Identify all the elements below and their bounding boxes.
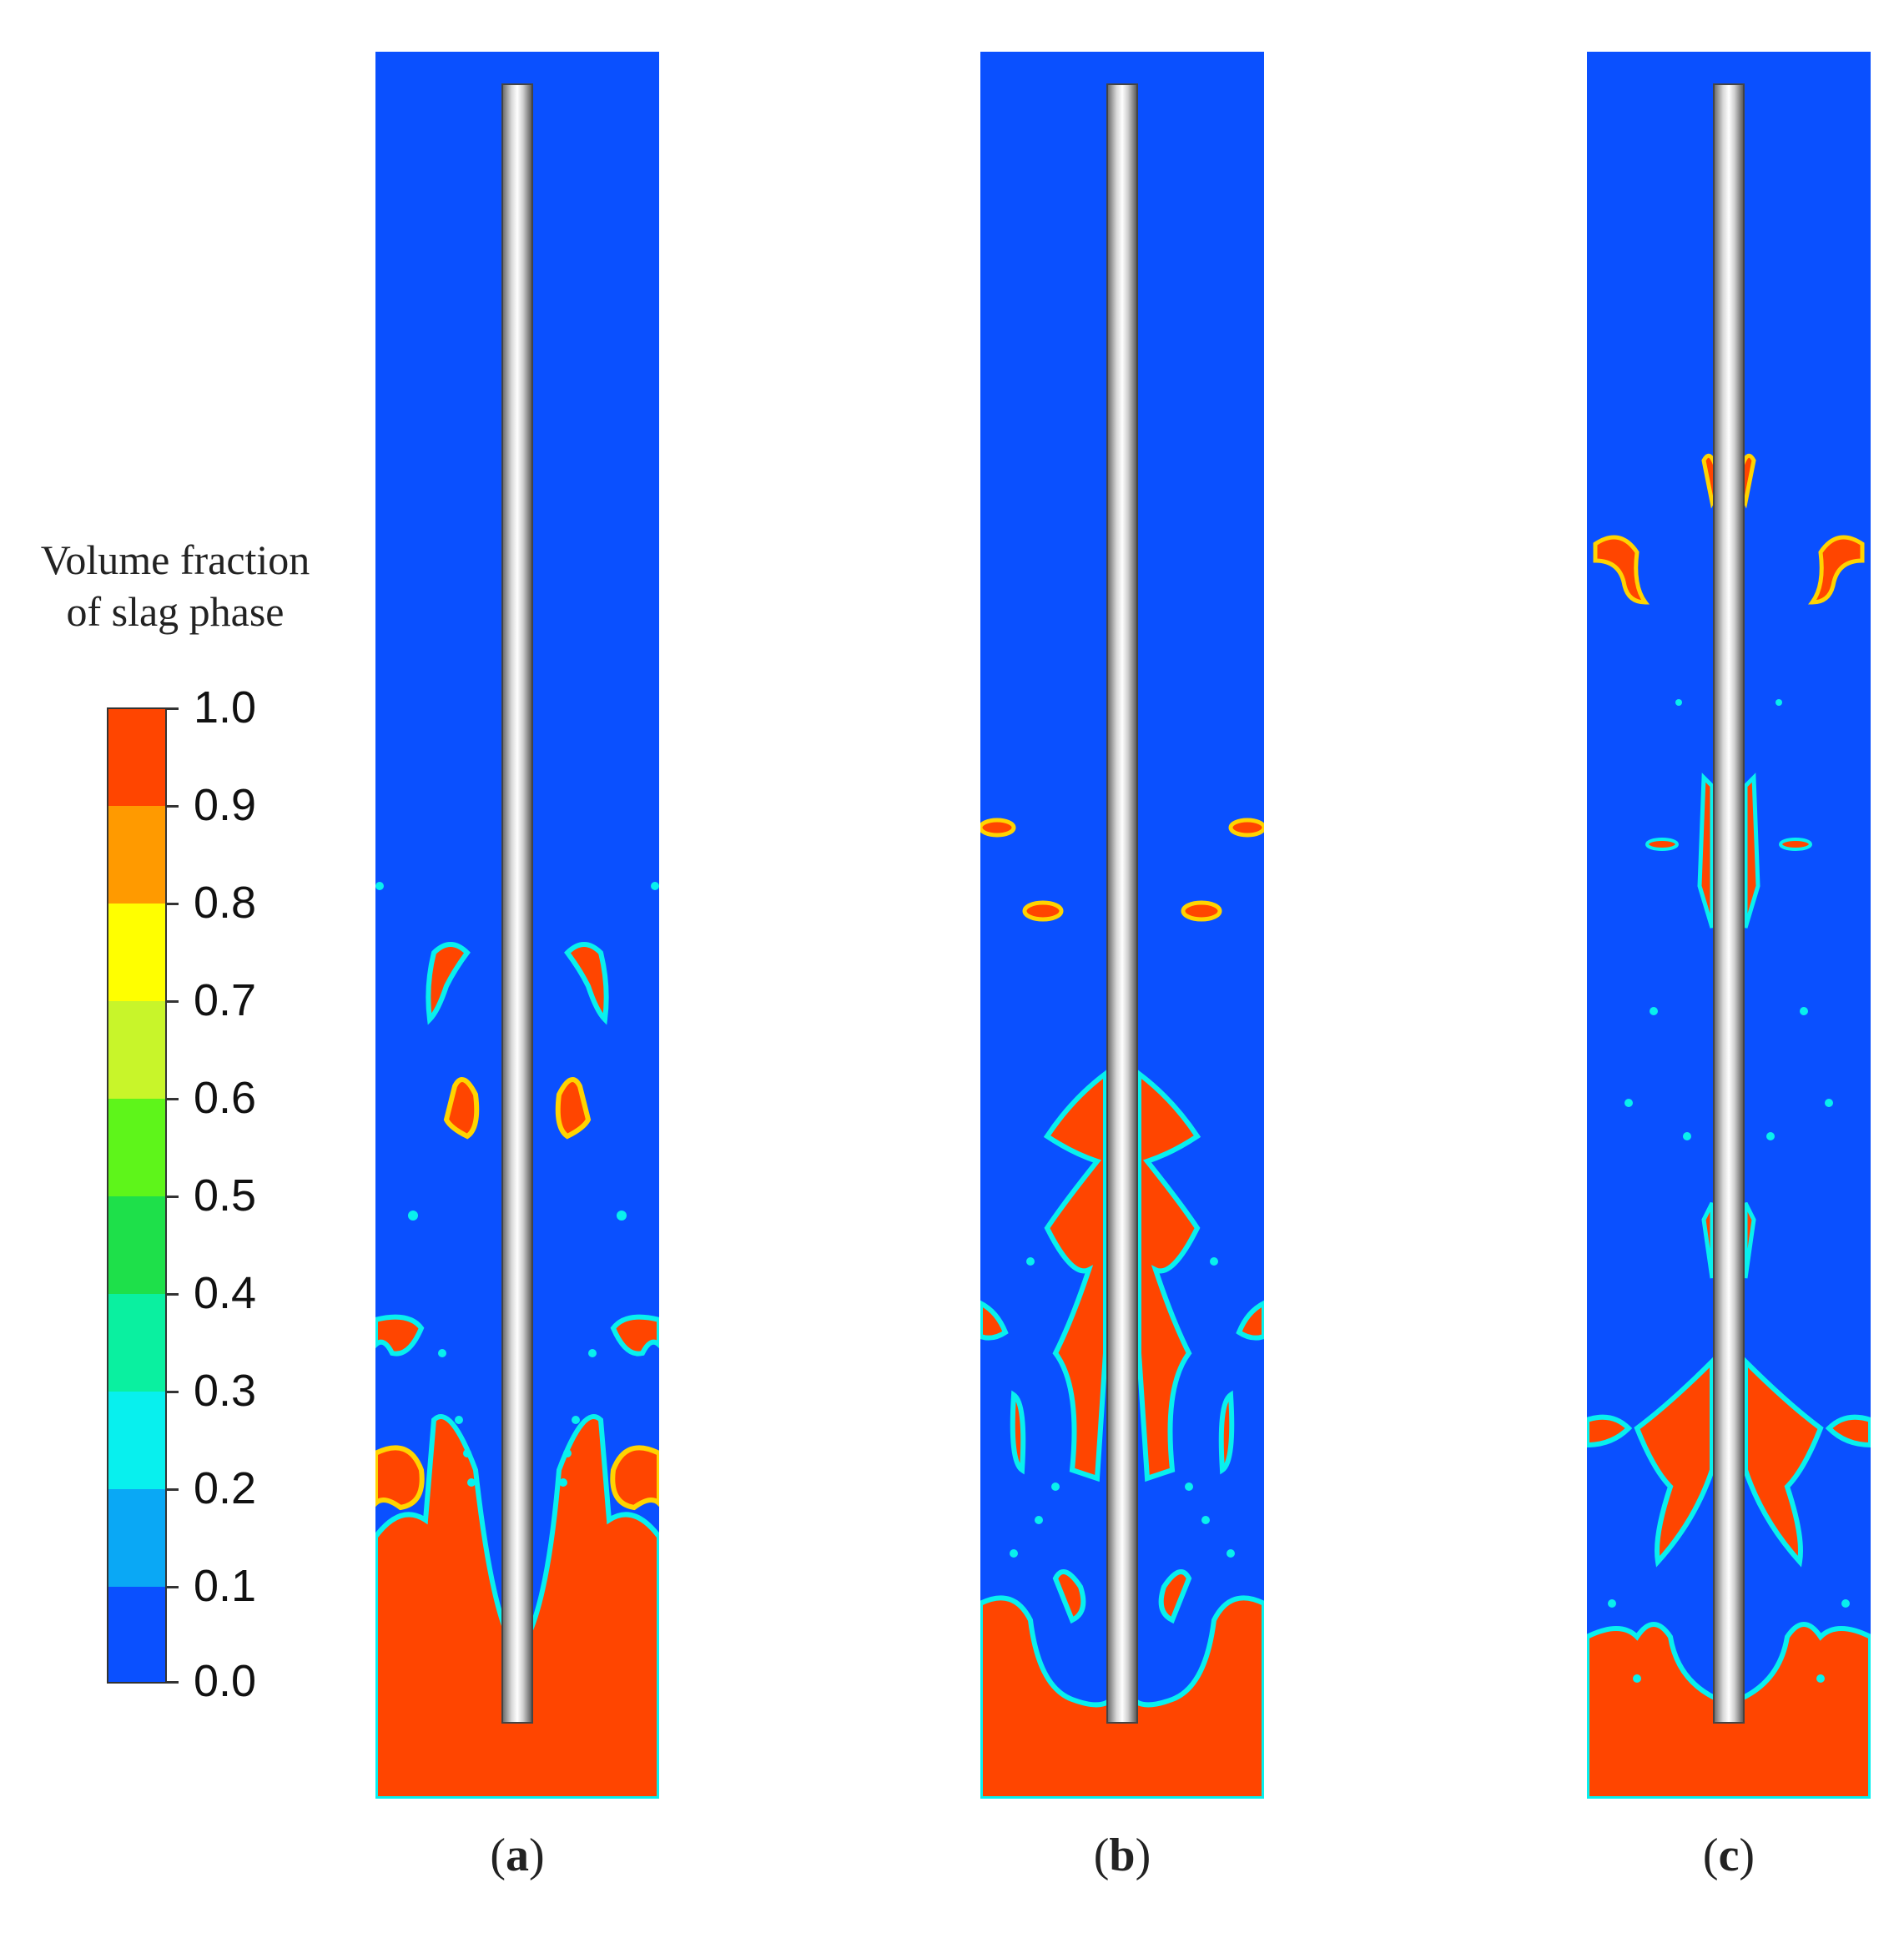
tick-label: 0.8	[194, 878, 257, 928]
slag-plumes-a	[375, 942, 659, 1799]
slag-distribution-c	[1587, 453, 1871, 1799]
colorbar	[107, 707, 167, 1684]
colorbar-band-3	[108, 1001, 165, 1100]
lance-rod-c	[1713, 83, 1745, 1724]
simulation-panel-a	[375, 52, 659, 1799]
colorbar-band-8	[108, 1489, 165, 1588]
tick-mark	[167, 1098, 179, 1100]
lance-rod-a	[501, 83, 533, 1724]
colorbar-band-4	[108, 1099, 165, 1197]
legend-title-line1: Volume fraction	[40, 536, 310, 583]
simulation-panel-c	[1587, 52, 1871, 1799]
simulation-panel-b	[980, 52, 1264, 1799]
colorbar-band-6	[108, 1294, 165, 1392]
tick-mark	[167, 1586, 179, 1588]
tick-mark	[167, 707, 179, 710]
colorbar-band-5	[108, 1196, 165, 1295]
caption-b: (b)	[1093, 1830, 1151, 1881]
droplets-b	[1010, 1257, 1235, 1558]
tick-mark	[167, 1391, 179, 1393]
tick-mark	[167, 1488, 179, 1491]
colorbar-band-2	[108, 904, 165, 1002]
tick-label: 0.6	[194, 1073, 257, 1123]
colorbar-band-1	[108, 806, 165, 904]
tick-mark	[167, 1681, 179, 1684]
tick-label: 0.1	[194, 1561, 257, 1611]
tick-label: 0.7	[194, 975, 257, 1025]
droplets-c	[1608, 699, 1850, 1683]
tick-label: 0.4	[194, 1268, 257, 1318]
slag-plumes-c	[1587, 453, 1871, 1799]
tick-mark	[167, 805, 179, 808]
tick-label: 0.3	[194, 1366, 257, 1416]
tick-label: 0.2	[194, 1463, 257, 1513]
tick-mark	[167, 1293, 179, 1296]
tick-label: 0.5	[194, 1170, 257, 1221]
droplets-a	[375, 882, 659, 1487]
tick-mark	[167, 903, 179, 905]
legend-title-line2: of slag phase	[66, 588, 285, 635]
tick-label: 0.0	[194, 1656, 257, 1706]
caption-a: (a)	[490, 1830, 545, 1881]
caption-c: (c)	[1702, 1830, 1755, 1881]
tick-mark	[167, 1196, 179, 1198]
tick-label: 1.0	[194, 682, 257, 732]
tick-label: 0.9	[194, 780, 257, 830]
slag-distribution-a	[375, 882, 659, 1799]
colorbar-band-0	[108, 709, 165, 808]
colorbar-band-7	[108, 1392, 165, 1490]
legend-title: Volume fraction of slag phase	[17, 534, 334, 637]
colorbar-band-9	[108, 1587, 165, 1682]
lance-rod-b	[1106, 83, 1138, 1724]
tick-mark	[167, 1000, 179, 1003]
